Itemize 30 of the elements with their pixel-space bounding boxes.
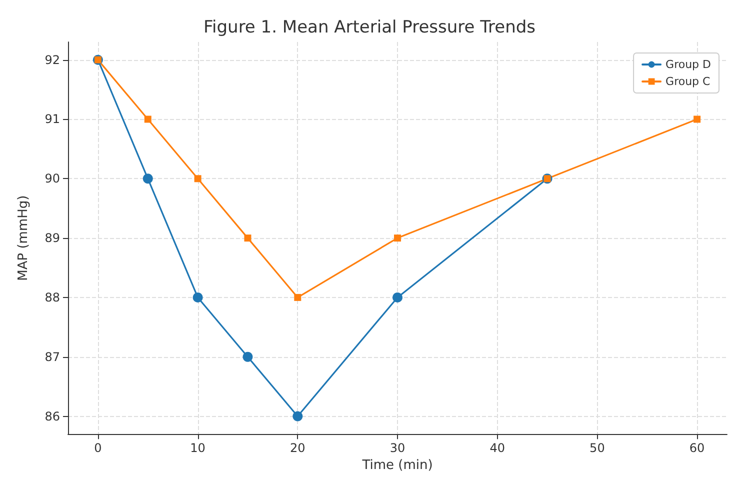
x-tick-label: 50 [590, 441, 605, 456]
y-tick-label: 92 [44, 52, 60, 67]
x-tick-label: 0 [94, 441, 102, 456]
x-tick-label: 10 [190, 441, 206, 456]
legend-label: Group C [666, 75, 711, 88]
y-tick-label: 86 [44, 409, 60, 424]
point [394, 234, 401, 242]
point [292, 411, 303, 422]
x-tick-label: 30 [390, 441, 406, 456]
legend-label: Group D [666, 58, 712, 71]
x-tick-label: 60 [689, 441, 705, 456]
y-tick-label: 87 [44, 350, 60, 364]
point [392, 292, 402, 302]
point [144, 116, 152, 123]
x-tick-label: 40 [490, 441, 505, 456]
point [694, 116, 701, 123]
point [194, 175, 202, 182]
x-tick-label: 20 [290, 441, 306, 456]
point [192, 292, 203, 302]
point [242, 352, 253, 362]
y-axis-title: MAP (mmHg) [16, 195, 31, 281]
point [142, 174, 153, 184]
chart-title: Figure 1. Mean Arterial Pressure Trends [203, 18, 536, 38]
y-tick-label: 91 [44, 112, 60, 126]
y-tick-label: 90 [44, 172, 60, 186]
y-tick-label: 89 [44, 231, 60, 246]
x-axis-title: Time (min) [361, 458, 433, 473]
y-tick-label: 88 [44, 290, 60, 304]
point [294, 294, 302, 301]
point [244, 234, 252, 242]
